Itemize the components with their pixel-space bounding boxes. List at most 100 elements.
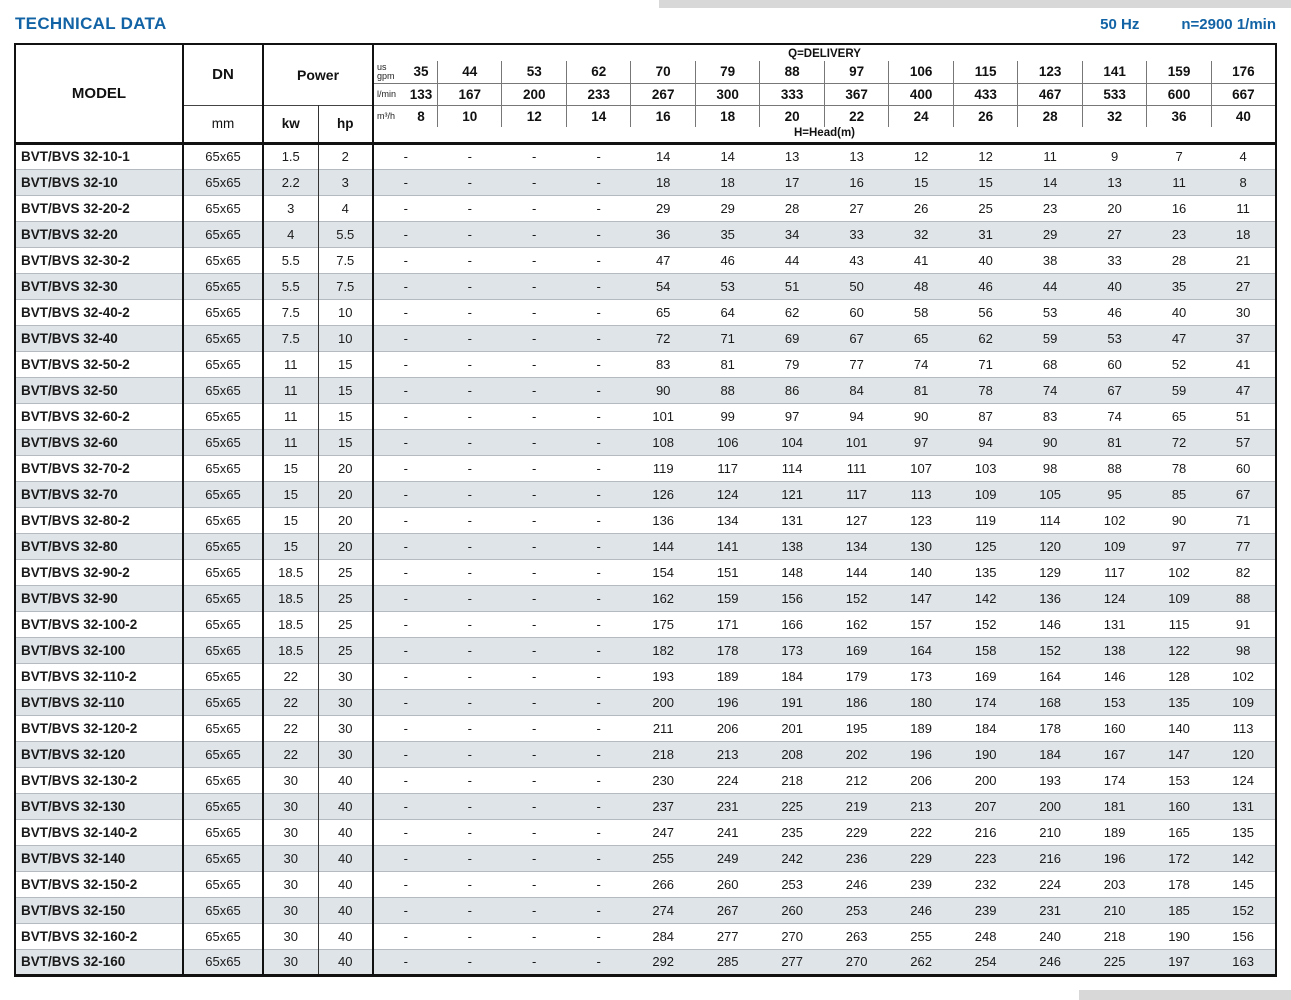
head-value-cell: 136: [1017, 584, 1083, 611]
kw-cell: 30: [263, 844, 319, 871]
head-value-cell: 160: [1146, 792, 1212, 819]
head-value-cell: 126: [630, 480, 696, 507]
delivery-header-value: 333: [759, 82, 825, 105]
head-value-cell: 78: [1146, 454, 1212, 481]
table-row: BVT/BVS 32-90-2 65x65 18.5 25- - - -154 151 148 1…: [15, 558, 1276, 585]
head-value-cell: -: [373, 896, 438, 923]
head-value-cell: 60: [824, 298, 889, 325]
head-value-cell: -: [566, 194, 631, 221]
head-value-cell: -: [437, 558, 502, 585]
hp-cell: 20: [318, 532, 375, 559]
head-value-cell: -: [373, 662, 438, 689]
kw-cell: 2.2: [263, 168, 319, 195]
table-row: BVT/BVS 32-20-2 65x65 3 4- - - -29 29 28 27 26 25 23…: [15, 194, 1276, 221]
head-value-cell: -: [437, 428, 502, 455]
head-value-cell: 152: [824, 584, 889, 611]
scan-artifact-top: [659, 0, 1291, 8]
head-value-cell: 144: [630, 532, 696, 559]
table-row: BVT/BVS 32-120-2 65x65 22 30- - - -211 206 201 19…: [15, 714, 1276, 741]
head-value-cell: 166: [759, 610, 825, 637]
head-value-cell: 131: [1211, 792, 1276, 819]
delivery-header-value: 106: [888, 61, 954, 83]
head-value-cell: -: [437, 480, 502, 507]
dn-cell: 65x65: [183, 246, 264, 273]
dn-cell: 65x65: [183, 870, 264, 897]
dn-cell: 65x65: [183, 506, 264, 533]
technical-data-table: MODEL DN Power Q=DELIVERY us gpm 35 44 53 62…: [14, 43, 1277, 977]
head-value-cell: -: [437, 870, 502, 897]
head-value-cell: 196: [695, 688, 760, 715]
head-value-cell: 173: [759, 636, 825, 663]
head-value-cell: -: [437, 792, 502, 819]
head-value-cell: 97: [888, 428, 954, 455]
delivery-header-value: 159: [1146, 61, 1212, 83]
head-value-cell: 64: [695, 298, 760, 325]
head-value-cell: -: [501, 168, 567, 195]
col-header-model: MODEL: [15, 44, 184, 145]
head-value-cell: 68: [1017, 350, 1083, 377]
head-value-cell: -: [373, 272, 438, 299]
head-value-cell: 191: [759, 688, 825, 715]
head-value-cell: -: [501, 376, 567, 403]
head-value-cell: 246: [1017, 948, 1083, 975]
delivery-header-value: 400: [888, 82, 954, 105]
model-cell: BVT/BVS 32-100-2: [15, 610, 184, 637]
head-value-cell: 246: [888, 896, 954, 923]
head-value-cell: 90: [888, 402, 954, 429]
head-value-cell: -: [373, 376, 438, 403]
head-value-cell: 232: [953, 870, 1018, 897]
head-value-cell: -: [501, 922, 567, 949]
head-value-cell: -: [501, 870, 567, 897]
delivery-header-value: 600: [1146, 82, 1212, 105]
head-value-cell: 52: [1146, 350, 1212, 377]
head-value-cell: -: [373, 194, 438, 221]
head-value-cell: 210: [1017, 818, 1083, 845]
head-value-cell: 98: [1211, 636, 1276, 663]
head-value-cell: 90: [630, 376, 696, 403]
head-value-cell: 109: [953, 480, 1018, 507]
model-cell: BVT/BVS 32-10: [15, 168, 184, 195]
delivery-header-value: us gpm 35: [373, 61, 438, 83]
head-value-cell: 211: [630, 714, 696, 741]
head-value-cell: 201: [759, 714, 825, 741]
head-value-cell: -: [437, 402, 502, 429]
head-value-cell: -: [566, 376, 631, 403]
head-value-cell: 127: [824, 506, 889, 533]
head-value-cell: 136: [630, 506, 696, 533]
head-value-cell: -: [566, 298, 631, 325]
head-value-cell: -: [501, 766, 567, 793]
head-value-cell: -: [566, 246, 631, 273]
delivery-header-value: 28: [1017, 104, 1083, 127]
head-value-cell: 23: [1146, 220, 1212, 247]
table-row: BVT/BVS 32-70-2 65x65 15 20- - - -119 117 114 111…: [15, 454, 1276, 481]
head-value-cell: 32: [888, 220, 954, 247]
head-value-cell: 28: [1146, 246, 1212, 273]
head-value-cell: 212: [824, 766, 889, 793]
head-value-cell: 152: [1017, 636, 1083, 663]
head-value-cell: -: [501, 610, 567, 637]
head-value-cell: -: [501, 506, 567, 533]
table-row: BVT/BVS 32-50 65x65 11 15- - - -90 88 86 84 81 78 74…: [15, 376, 1276, 403]
head-value-cell: 223: [953, 844, 1018, 871]
head-value-cell: -: [566, 324, 631, 351]
head-value-cell: 277: [759, 948, 825, 975]
head-value-cell: 119: [953, 506, 1018, 533]
head-value-cell: 62: [953, 324, 1018, 351]
head-value-cell: 142: [953, 584, 1018, 611]
head-value-cell: 248: [953, 922, 1018, 949]
head-value-cell: -: [501, 584, 567, 611]
model-cell: BVT/BVS 32-30: [15, 272, 184, 299]
head-value-cell: -: [437, 532, 502, 559]
hp-cell: 25: [318, 636, 375, 663]
head-value-cell: 46: [1082, 298, 1147, 325]
head-value-cell: 284: [630, 922, 696, 949]
model-cell: BVT/BVS 32-130: [15, 792, 184, 819]
kw-cell: 30: [263, 818, 319, 845]
head-value-cell: 46: [953, 272, 1018, 299]
dn-cell: 65x65: [183, 714, 264, 741]
head-value-cell: 167: [1082, 740, 1147, 767]
head-value-cell: 29: [1017, 220, 1083, 247]
head-value-cell: 164: [888, 636, 954, 663]
head-value-cell: 196: [888, 740, 954, 767]
head-value-cell: 277: [695, 922, 760, 949]
